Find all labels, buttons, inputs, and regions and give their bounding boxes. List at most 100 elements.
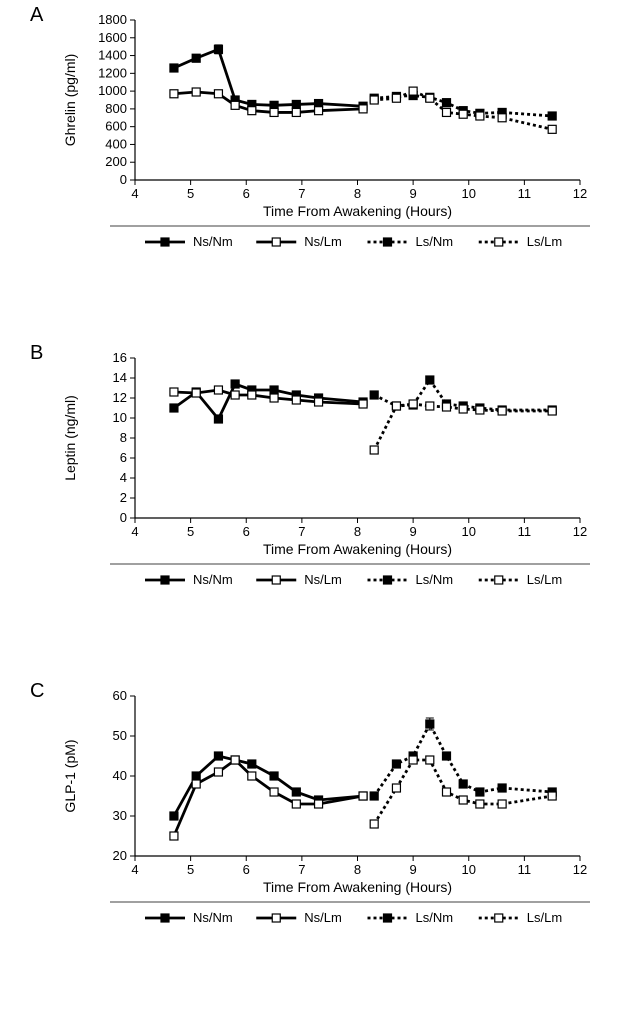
panel-A: A 02004006008001000120014001600180045678…	[0, 0, 630, 270]
data-marker	[161, 238, 169, 246]
data-marker	[292, 108, 300, 116]
data-marker	[270, 394, 278, 402]
data-marker	[359, 400, 367, 408]
x-tick-label: 9	[410, 186, 417, 201]
data-marker	[409, 756, 417, 764]
data-marker	[392, 784, 400, 792]
data-marker	[384, 576, 392, 584]
data-marker	[170, 64, 178, 72]
x-tick-label: 12	[573, 862, 587, 877]
panel-label: A	[30, 4, 43, 27]
data-marker	[214, 768, 222, 776]
y-axis-title: Leptin (ng/ml)	[62, 395, 78, 481]
data-marker	[315, 107, 323, 115]
x-tick-label: 5	[187, 862, 194, 877]
data-marker	[192, 772, 200, 780]
data-marker	[498, 800, 506, 808]
data-marker	[443, 99, 451, 107]
x-tick-label: 5	[187, 186, 194, 201]
data-marker	[392, 402, 400, 410]
data-marker	[192, 780, 200, 788]
x-tick-label: 10	[462, 186, 476, 201]
data-marker	[214, 752, 222, 760]
legend-label: Ls/Nm	[416, 910, 454, 925]
plot-area: 0200400600800100012001400160018004567891…	[40, 0, 630, 270]
data-marker	[359, 105, 367, 113]
x-tick-label: 12	[573, 524, 587, 539]
y-tick-label: 1800	[98, 12, 127, 27]
data-marker	[392, 94, 400, 102]
y-tick-label: 0	[120, 172, 127, 187]
legend-label: Ls/Lm	[527, 572, 562, 587]
y-axis-title: GLP-1 (pM)	[62, 739, 78, 812]
data-marker	[170, 832, 178, 840]
x-axis-title: Time From Awakening (Hours)	[263, 203, 452, 219]
data-marker	[426, 756, 434, 764]
data-marker	[370, 820, 378, 828]
data-marker	[426, 94, 434, 102]
y-tick-label: 1600	[98, 30, 127, 45]
x-tick-label: 5	[187, 524, 194, 539]
data-marker	[292, 100, 300, 108]
data-marker	[192, 88, 200, 96]
data-marker	[548, 407, 556, 415]
data-marker	[192, 54, 200, 62]
data-marker	[459, 796, 467, 804]
data-marker	[270, 108, 278, 116]
data-marker	[272, 914, 280, 922]
legend-label: Ns/Lm	[304, 910, 342, 925]
x-axis-title: Time From Awakening (Hours)	[263, 879, 452, 895]
legend-label: Ls/Nm	[416, 572, 454, 587]
legend-label: Ns/Nm	[193, 572, 233, 587]
data-marker	[231, 756, 239, 764]
y-tick-label: 20	[113, 848, 127, 863]
data-marker	[170, 90, 178, 98]
data-marker	[270, 386, 278, 394]
data-marker	[272, 238, 280, 246]
x-tick-label: 12	[573, 186, 587, 201]
data-marker	[476, 112, 484, 120]
x-tick-label: 8	[354, 186, 361, 201]
y-tick-label: 30	[113, 808, 127, 823]
panel-B: B 0246810121416456789101112Time From Awa…	[0, 338, 630, 608]
legend-label: Ns/Nm	[193, 234, 233, 249]
data-marker	[292, 800, 300, 808]
data-marker	[495, 914, 503, 922]
data-marker	[248, 760, 256, 768]
data-marker	[248, 772, 256, 780]
legend-label: Ls/Nm	[416, 234, 454, 249]
data-marker	[459, 405, 467, 413]
y-tick-label: 2	[120, 490, 127, 505]
data-marker	[443, 752, 451, 760]
y-tick-label: 200	[105, 154, 127, 169]
y-tick-label: 800	[105, 101, 127, 116]
data-marker	[231, 391, 239, 399]
data-marker	[459, 110, 467, 118]
data-marker	[370, 792, 378, 800]
data-marker	[170, 812, 178, 820]
data-marker	[498, 407, 506, 415]
y-tick-label: 400	[105, 136, 127, 151]
data-marker	[495, 576, 503, 584]
data-marker	[161, 914, 169, 922]
x-tick-label: 8	[354, 862, 361, 877]
data-marker	[292, 788, 300, 796]
data-marker	[548, 125, 556, 133]
y-tick-label: 14	[113, 370, 127, 385]
data-marker	[443, 788, 451, 796]
y-tick-label: 6	[120, 450, 127, 465]
plot-area: 0246810121416456789101112Time From Awake…	[40, 338, 630, 608]
legend-label: Ns/Lm	[304, 572, 342, 587]
data-marker	[359, 792, 367, 800]
x-tick-label: 10	[462, 862, 476, 877]
data-marker	[476, 800, 484, 808]
y-tick-label: 0	[120, 510, 127, 525]
y-tick-label: 60	[113, 688, 127, 703]
data-marker	[498, 114, 506, 122]
panel-label: B	[30, 342, 43, 365]
data-marker	[384, 914, 392, 922]
x-tick-label: 9	[410, 524, 417, 539]
y-tick-label: 16	[113, 350, 127, 365]
data-marker	[476, 788, 484, 796]
x-tick-label: 6	[243, 862, 250, 877]
